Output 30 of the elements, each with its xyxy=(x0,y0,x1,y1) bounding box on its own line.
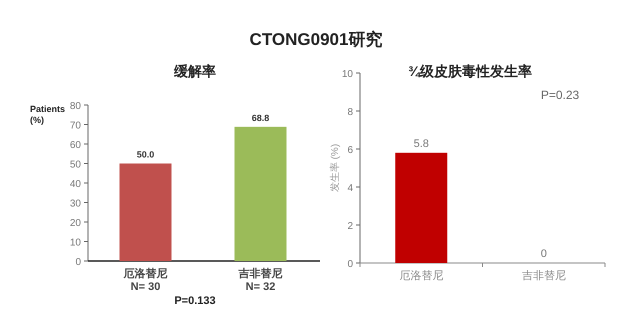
y-tick-label: 2 xyxy=(347,221,354,232)
y-tick-label: 0 xyxy=(347,259,354,270)
y-tick-label: 60 xyxy=(70,140,82,151)
y-tick-label: 80 xyxy=(70,101,82,112)
y-tick-label: 8 xyxy=(347,107,354,118)
y-tick-label: 50 xyxy=(70,160,82,170)
annotation: P=0.23 xyxy=(540,88,580,102)
y-tick-label: 40 xyxy=(70,179,82,190)
data-label: 5.8 xyxy=(414,138,429,150)
chart-title: 缓解率 xyxy=(173,63,216,79)
y-tick-label: 30 xyxy=(70,198,82,210)
x-tick-label: 厄洛替尼 xyxy=(399,269,444,282)
data-label: 68.8 xyxy=(252,112,270,123)
x-tick-label: 吉非替尼 xyxy=(522,269,566,282)
y-tick-label: 0 xyxy=(75,257,82,268)
chart-title: ¾级皮肤毒性发生率 xyxy=(408,63,532,79)
text: CTONG0901研究 xyxy=(250,30,382,49)
x-tick-label: 厄洛替尼 N= 30 xyxy=(122,267,168,294)
y-axis-title: 发生率 (%) xyxy=(329,144,341,192)
y-tick-label: 6 xyxy=(347,145,354,156)
y-tick-label: 10 xyxy=(70,238,82,248)
data-label: 0 xyxy=(540,248,547,260)
x-tick-label: 吉非替尼 N= 32 xyxy=(238,267,282,294)
y-axis-title: Patients (%) xyxy=(30,104,66,125)
y-tick-label: 4 xyxy=(347,183,354,194)
y-tick-label: 20 xyxy=(70,218,82,229)
text: P=0.133 xyxy=(174,295,216,307)
data-label: 50.0 xyxy=(136,150,154,160)
y-tick-label: 70 xyxy=(70,120,82,132)
y-tick-label: 10 xyxy=(342,69,354,80)
